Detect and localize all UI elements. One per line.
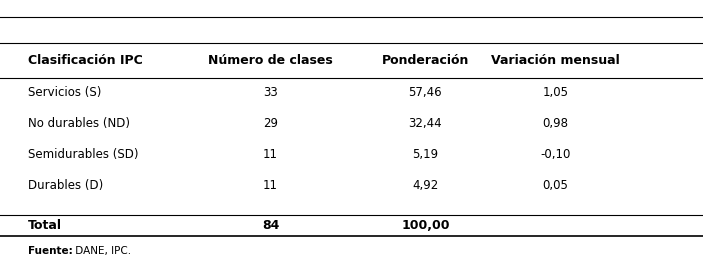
Text: Semidurables (SD): Semidurables (SD) xyxy=(28,148,138,161)
Text: 5,19: 5,19 xyxy=(412,148,439,161)
Text: 1,05: 1,05 xyxy=(543,86,568,99)
Text: Servicios (S): Servicios (S) xyxy=(28,86,101,99)
Text: 11: 11 xyxy=(263,179,278,192)
Text: Clasificación IPC: Clasificación IPC xyxy=(28,54,143,67)
Text: 100,00: 100,00 xyxy=(401,219,449,232)
Text: Total: Total xyxy=(28,219,62,232)
Text: Variación mensual: Variación mensual xyxy=(491,54,620,67)
Text: Ponderación: Ponderación xyxy=(382,54,469,67)
Text: 0,05: 0,05 xyxy=(543,179,568,192)
Text: No durables (ND): No durables (ND) xyxy=(28,117,130,130)
Text: DANE, IPC.: DANE, IPC. xyxy=(72,246,131,256)
Text: 84: 84 xyxy=(262,219,279,232)
Text: -0,10: -0,10 xyxy=(540,148,571,161)
Text: 4,92: 4,92 xyxy=(412,179,439,192)
Text: 11: 11 xyxy=(263,148,278,161)
Text: 57,46: 57,46 xyxy=(408,86,442,99)
Text: 0,98: 0,98 xyxy=(543,117,568,130)
Text: 32,44: 32,44 xyxy=(408,117,442,130)
Text: 29: 29 xyxy=(263,117,278,130)
Text: Durables (D): Durables (D) xyxy=(28,179,103,192)
Text: 33: 33 xyxy=(264,86,278,99)
Text: Fuente:: Fuente: xyxy=(28,246,73,256)
Text: Número de clases: Número de clases xyxy=(208,54,333,67)
